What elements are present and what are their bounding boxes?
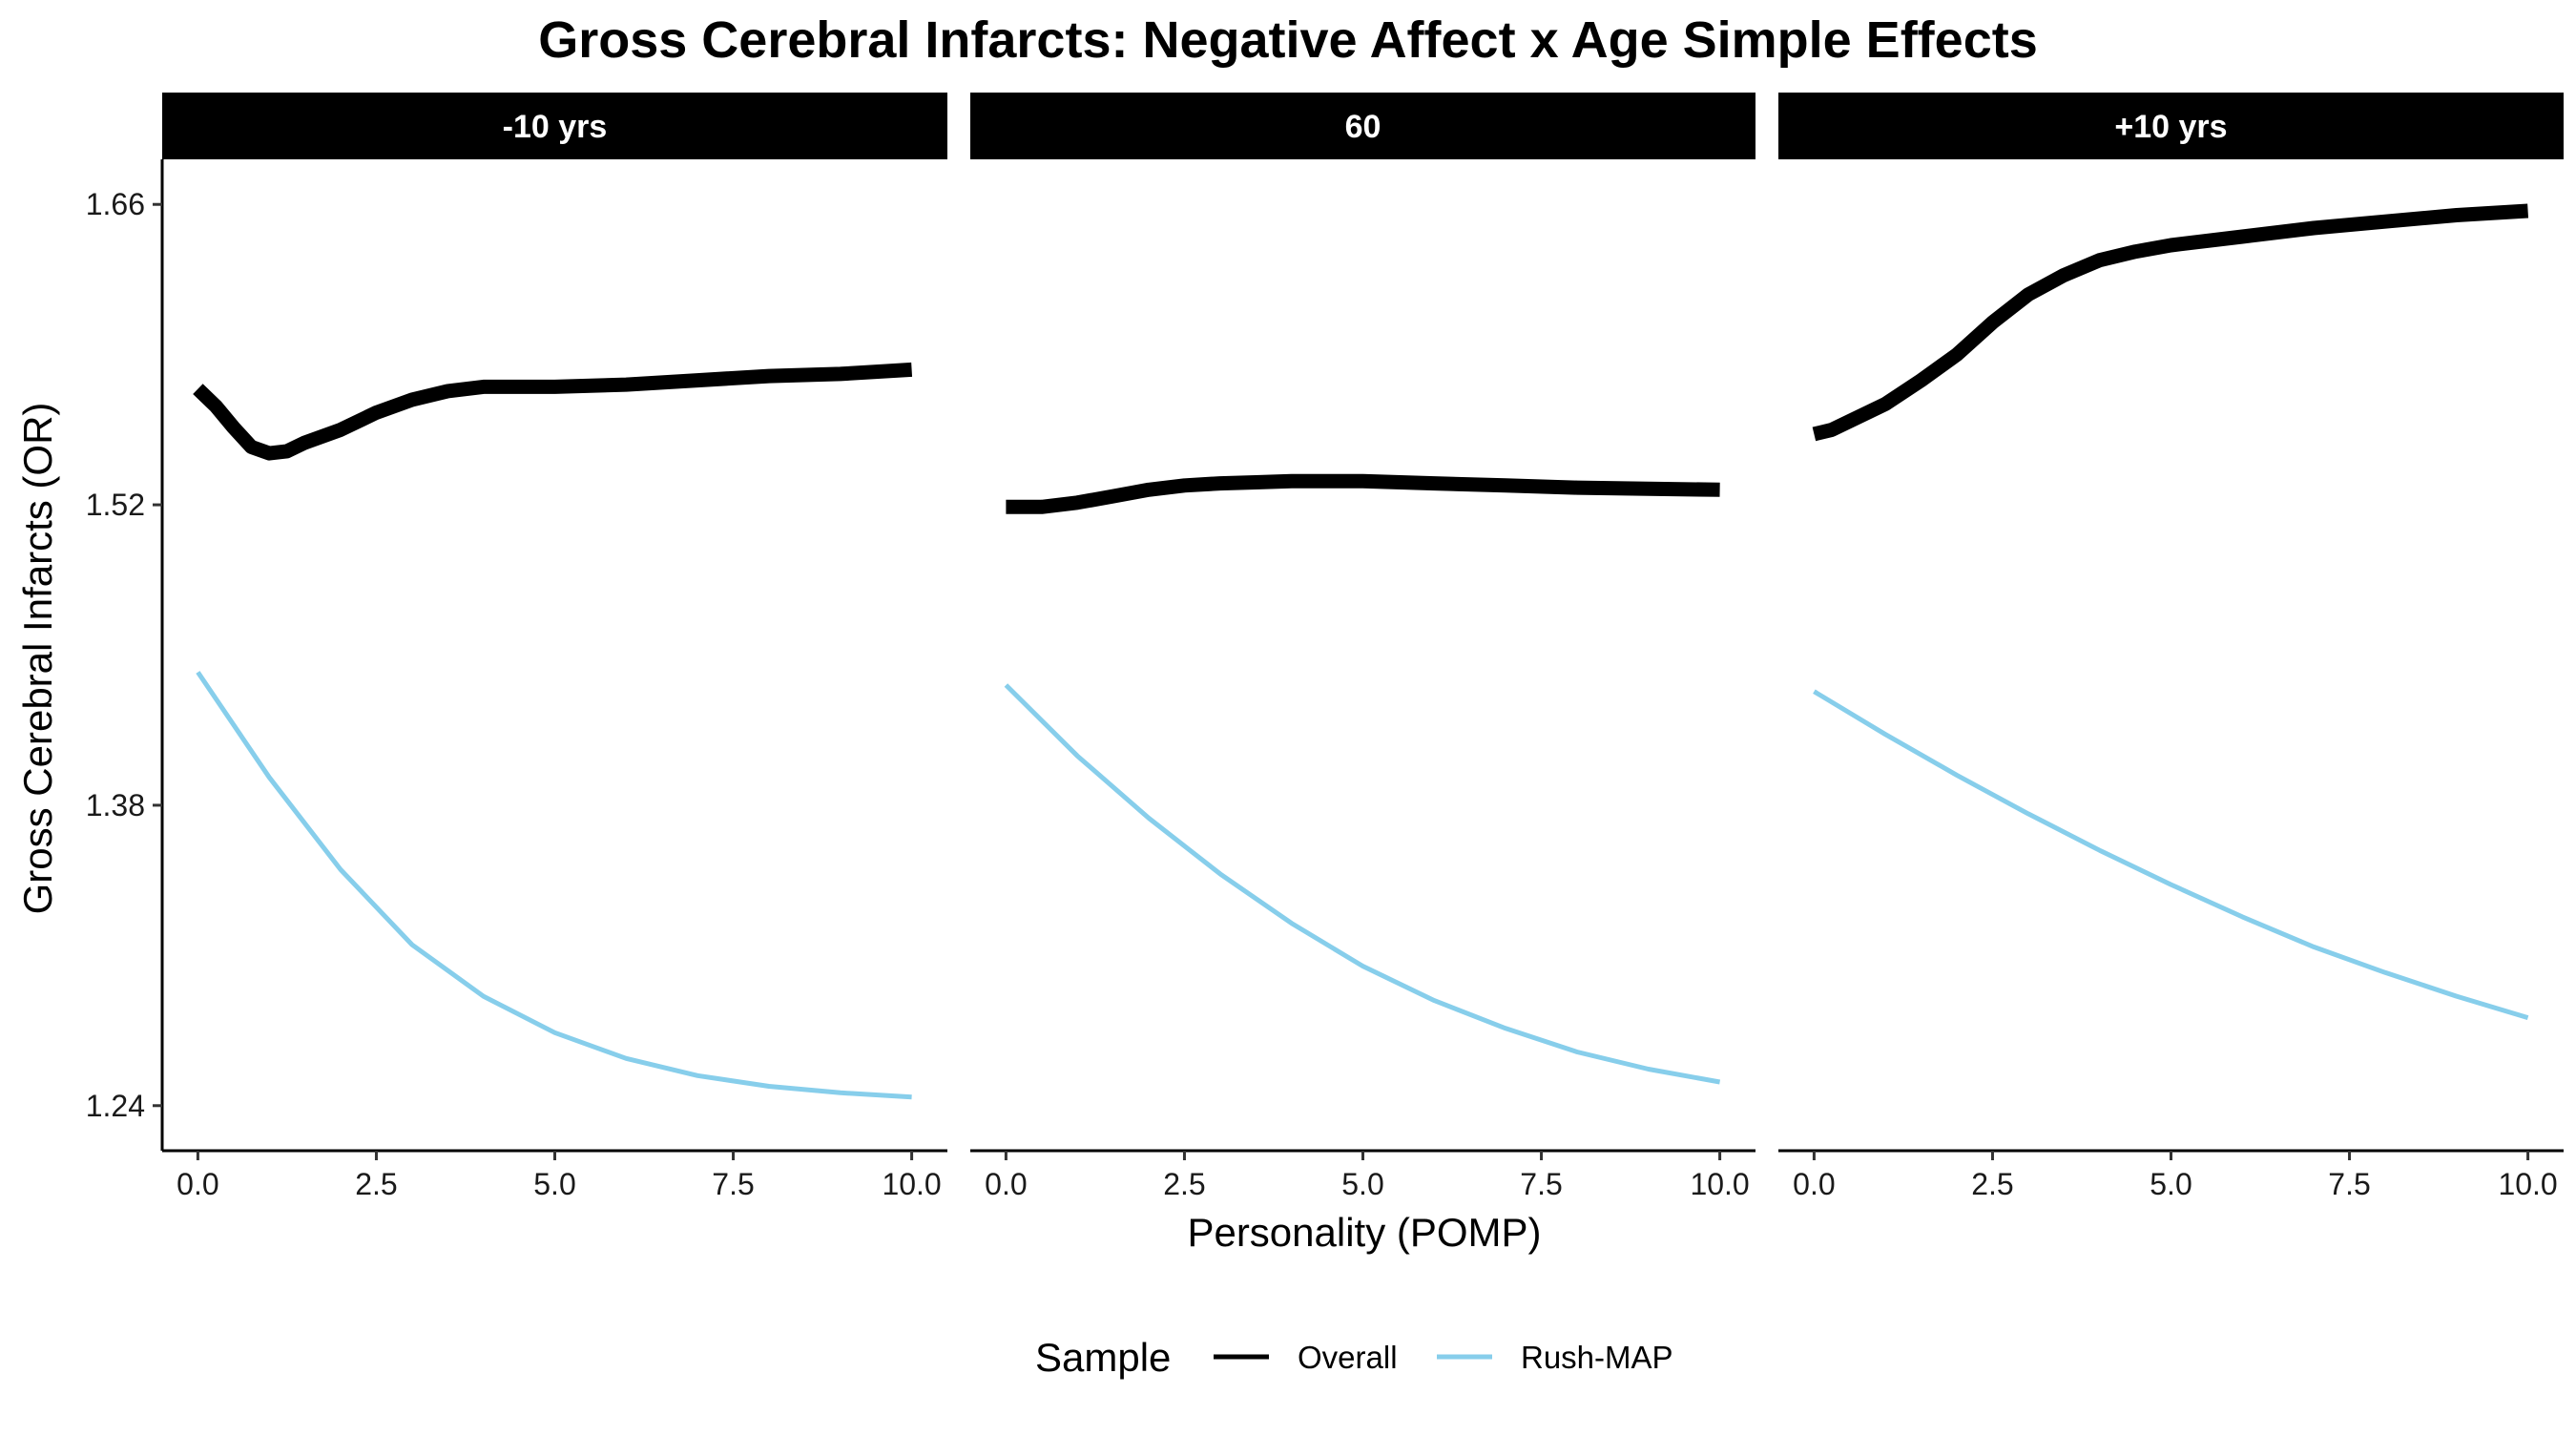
x-tick-label: 2.5: [1163, 1167, 1205, 1201]
chart-title: Gross Cerebral Infarcts: Negative Affect…: [538, 11, 2038, 69]
series-line-rush-map: [1813, 689, 2529, 1020]
series-line-rush-map: [1004, 683, 1721, 1085]
facet-strip: [162, 93, 947, 159]
facet-strip: [1778, 93, 2564, 159]
legend: Sample Overall Rush-MAP: [1035, 1335, 1673, 1380]
x-tick-label: 7.5: [2328, 1167, 2370, 1201]
series-line-overall: [193, 362, 913, 461]
y-tick-label: 1.24: [86, 1089, 145, 1123]
series-line-rush-map: [196, 671, 912, 1100]
x-tick-label: 7.5: [1520, 1167, 1562, 1201]
y-tick-label: 1.66: [86, 187, 145, 221]
facet-strip-label: 60: [1345, 109, 1381, 145]
x-tick-label: 5.0: [1341, 1167, 1383, 1201]
x-axis-title: Personality (POMP): [1187, 1210, 1541, 1255]
facet-strip-label: -10 yrs: [503, 109, 608, 145]
x-tick-label: 5.0: [533, 1167, 575, 1201]
facet-panel: +10 yrs 0.0 2.5 5.0 7.5 10.0: [1778, 93, 2564, 1201]
series-line-overall: [1006, 473, 1720, 514]
facet-panel: -10 yrs 1.24 1.38 1.52 1.66 0.0 2.5 5.0 7.5 10.0: [86, 93, 947, 1201]
y-tick-label: 1.38: [86, 788, 145, 822]
legend-label: Rush-MAP: [1521, 1340, 1673, 1375]
legend-items: Overall Rush-MAP: [1214, 1340, 1673, 1375]
series-line-overall: [1812, 203, 2529, 442]
x-tick-label: 0.0: [1793, 1167, 1835, 1201]
y-tick-label: 1.52: [86, 488, 145, 522]
x-tick-label: 0.0: [985, 1167, 1027, 1201]
facet-strip: [970, 93, 1755, 159]
facet-strip-label: +10 yrs: [2114, 109, 2227, 145]
x-tick-label: 5.0: [2150, 1167, 2192, 1201]
x-tick-label: 2.5: [355, 1167, 397, 1201]
x-tick-label: 10.0: [1690, 1167, 1749, 1201]
x-tick-label: 10.0: [882, 1167, 941, 1201]
x-tick-label: 10.0: [2498, 1167, 2557, 1201]
legend-label: Overall: [1298, 1340, 1398, 1375]
x-tick-label: 7.5: [712, 1167, 754, 1201]
x-tick-label: 0.0: [177, 1167, 218, 1201]
x-tick-label: 2.5: [1971, 1167, 2013, 1201]
legend-title: Sample: [1035, 1335, 1171, 1380]
facet-panel: 60 0.0 2.5 5.0 7.5 10.0: [970, 93, 1755, 1201]
y-axis-title: Gross Cerebral Infarcts (OR): [15, 403, 60, 915]
